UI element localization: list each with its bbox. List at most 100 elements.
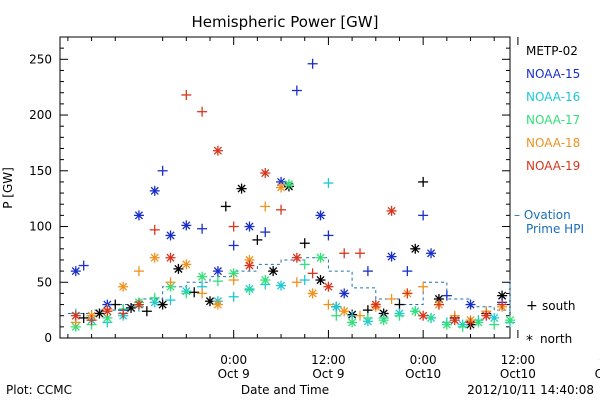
data-point (355, 248, 365, 259)
data-point (283, 179, 294, 190)
data-point (362, 312, 373, 323)
x-axis-label: Date and Time (241, 383, 329, 397)
data-point (465, 299, 476, 310)
data-point (165, 252, 176, 263)
data-point (165, 277, 176, 288)
data-point (165, 230, 176, 241)
data-point (426, 248, 437, 259)
legend-item-noaa-17: NOAA-17 (526, 113, 580, 127)
y-tick-label: 250 (29, 52, 52, 66)
x-tick-date-label: Oct11 (595, 367, 600, 381)
data-point (197, 106, 208, 117)
symbol-key-south-symbol: + (526, 298, 538, 314)
data-point (347, 317, 358, 328)
data-point (418, 176, 429, 187)
ovation-legend: – Ovation Prime HPI (514, 208, 584, 236)
x-tick-date-label: Oct10 (500, 367, 536, 381)
data-point (212, 145, 223, 156)
data-point (307, 268, 318, 279)
data-point (410, 306, 421, 317)
data-point (355, 310, 365, 321)
data-point (291, 85, 302, 96)
data-point (260, 201, 271, 212)
data-point (299, 259, 310, 270)
data-point (220, 201, 231, 212)
data-point (244, 221, 255, 232)
data-point (315, 252, 326, 263)
data-point (457, 321, 468, 332)
data-point (70, 266, 81, 277)
data-point (228, 268, 239, 279)
data-point (402, 288, 413, 299)
data-point (268, 266, 279, 277)
chart-title: Hemispheric Power [GW] (192, 13, 379, 31)
data-point (197, 223, 208, 234)
data-point (418, 310, 429, 321)
data-point (465, 317, 476, 328)
data-point (489, 319, 500, 330)
data-point (433, 299, 444, 310)
data-point (378, 315, 389, 326)
data-point (497, 290, 508, 301)
data-point (394, 299, 405, 310)
x-tick-time-label: 12:00 (501, 353, 536, 367)
data-point (394, 310, 405, 321)
legend: METP-02 NOAA-15 NOAA-16 NOAA-17 NOAA-18 NOAA-… (526, 44, 580, 173)
data-point (126, 302, 137, 313)
data-point (181, 220, 192, 231)
data-point (299, 238, 310, 249)
data-point (315, 275, 326, 286)
y-axis: 0 50 100 150 200 250 (29, 47, 510, 345)
ovation-step-path (67, 257, 511, 318)
data-point (118, 281, 129, 292)
data-point (362, 266, 373, 277)
data-point (133, 299, 144, 310)
data-point (228, 240, 239, 251)
data-point (260, 168, 271, 179)
data-point (260, 275, 271, 286)
ovation-label-line1: – Ovation (514, 208, 571, 222)
data-point (157, 299, 168, 310)
data-point (212, 266, 223, 277)
data-point (370, 299, 381, 310)
legend-item-noaa-15: NOAA-15 (526, 67, 580, 81)
data-point (323, 230, 334, 241)
data-point (331, 310, 342, 321)
data-point (386, 251, 397, 262)
symbol-key-north-label: north (540, 332, 572, 346)
data-point (149, 224, 160, 235)
data-point (402, 266, 413, 277)
data-point (118, 308, 129, 319)
data-point (441, 290, 452, 301)
data-point (173, 263, 184, 274)
data-point (212, 299, 223, 310)
data-point (189, 287, 200, 298)
data-point (323, 178, 334, 189)
data-point (70, 310, 81, 321)
ovation-label-line2: Prime HPI (526, 222, 584, 236)
plot-area (59, 36, 511, 339)
data-point (244, 285, 255, 296)
data-point (252, 234, 263, 245)
data-point (505, 315, 515, 326)
data-point (181, 288, 192, 299)
y-tick-label: 150 (29, 164, 52, 178)
plot-credit: Plot: CCMC (6, 383, 72, 397)
y-tick-label: 50 (37, 275, 52, 289)
data-point (181, 89, 192, 100)
footer-timestamp: 2012/10/11 14:40:08 (467, 383, 594, 397)
data-point (418, 210, 429, 221)
data-point (165, 295, 176, 306)
data-point (149, 252, 160, 263)
data-point (291, 277, 302, 288)
data-point (244, 260, 255, 271)
symbol-key-north-symbol: * (526, 333, 533, 349)
data-point (141, 306, 152, 317)
symbol-key: + south * north (526, 298, 576, 349)
data-point (228, 221, 239, 232)
data-point (86, 315, 97, 326)
data-point (307, 288, 318, 299)
legend-item-noaa-16: NOAA-16 (526, 90, 580, 104)
